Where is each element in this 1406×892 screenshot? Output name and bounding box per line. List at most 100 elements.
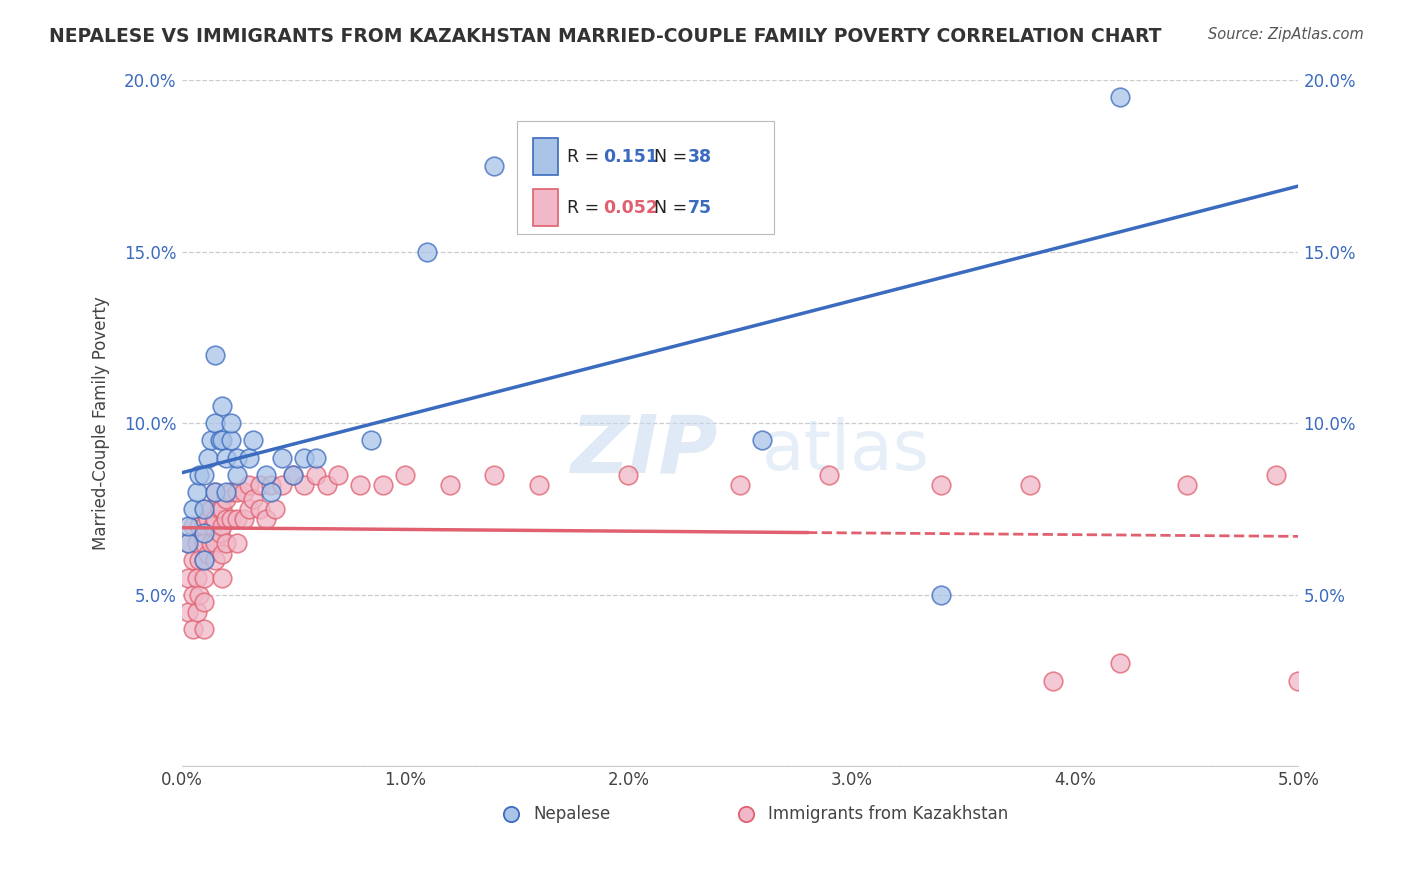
Text: Nepalese: Nepalese [533,805,610,823]
Point [219,416,242,430]
Point [211,571,233,585]
Point [728,478,751,492]
Point [215,491,238,506]
Point [416,244,439,259]
Point [260,484,283,499]
Text: Immigrants from Kazakhstan: Immigrants from Kazakhstan [768,805,1008,823]
Point [1175,478,1198,492]
Point [1288,673,1310,688]
Point [193,553,215,567]
Text: ZIP: ZIP [571,411,717,490]
Point [200,536,222,550]
Text: N =: N = [643,147,693,166]
Point [193,502,215,516]
Point [201,519,224,533]
Text: 0.052: 0.052 [603,199,658,217]
Point [181,588,204,602]
Point [929,478,952,492]
Point [304,450,326,465]
Point [238,478,260,492]
Point [226,467,249,482]
Point [200,434,222,448]
Point [371,478,394,492]
Point [193,536,215,550]
Point [226,450,249,465]
Point [294,450,316,465]
Point [188,588,211,602]
Point [197,512,219,526]
Point [181,622,204,636]
Point [193,467,215,482]
Point [177,605,200,619]
Point [204,484,226,499]
Text: atlas: atlas [762,417,931,484]
Point [188,519,211,533]
Point [226,512,249,526]
Text: 38: 38 [688,147,711,166]
Point [326,467,349,482]
Point [197,547,219,561]
Point [186,571,208,585]
Point [271,478,294,492]
Point [193,519,215,533]
Point [349,478,371,492]
Point [233,512,256,526]
Point [439,478,461,492]
Point [204,416,226,430]
Point [211,519,233,533]
Point [204,536,226,550]
Point [929,588,952,602]
Point [204,553,226,567]
Point [215,536,238,550]
Point [751,434,773,448]
Point [186,605,208,619]
Point [219,512,242,526]
Point [818,467,841,482]
Point [200,502,222,516]
Point [249,478,271,492]
Point [271,450,294,465]
Point [177,519,200,533]
Point [215,512,238,526]
Point [242,434,264,448]
Point [1108,90,1130,104]
Point [204,512,226,526]
Point [1019,478,1042,492]
FancyBboxPatch shape [533,189,558,227]
Point [219,484,242,499]
Text: R =: R = [567,199,605,217]
Point [193,526,215,541]
Point [211,547,233,561]
Point [294,478,316,492]
Text: Source: ZipAtlas.com: Source: ZipAtlas.com [1208,27,1364,42]
Point [256,512,278,526]
FancyBboxPatch shape [516,121,773,235]
Point [193,553,215,567]
Point [188,467,211,482]
Point [211,399,233,413]
Point [256,467,278,482]
Point [208,434,231,448]
Point [181,553,204,567]
Point [617,159,640,173]
Point [238,502,260,516]
Point [211,502,233,516]
Point [527,478,550,492]
Point [177,536,200,550]
Point [484,467,506,482]
Point [211,434,233,448]
Text: N =: N = [643,199,693,217]
Point [226,536,249,550]
Point [617,467,640,482]
Point [1042,673,1064,688]
Point [204,484,226,499]
Text: 75: 75 [688,199,711,217]
Point [186,536,208,550]
Point [360,434,382,448]
Text: NEPALESE VS IMMIGRANTS FROM KAZAKHSTAN MARRIED-COUPLE FAMILY POVERTY CORRELATION: NEPALESE VS IMMIGRANTS FROM KAZAKHSTAN M… [49,27,1161,45]
Text: 0.151: 0.151 [603,147,658,166]
Y-axis label: Married-Couple Family Poverty: Married-Couple Family Poverty [93,296,110,550]
Point [394,467,416,482]
Point [264,502,287,516]
Text: R =: R = [567,147,605,166]
